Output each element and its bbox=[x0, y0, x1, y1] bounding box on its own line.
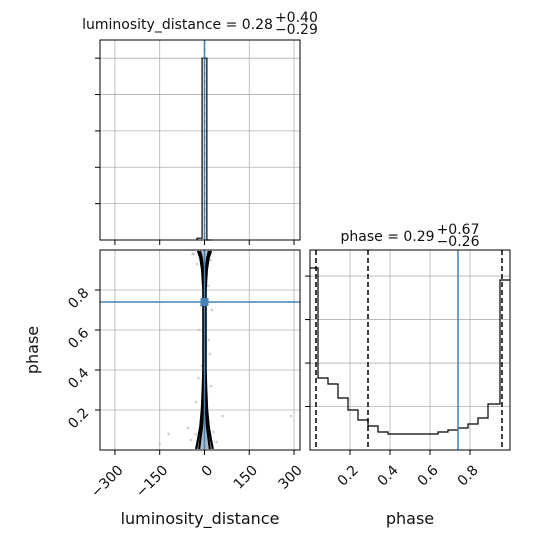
p1-title-main: luminosity_distance = 0.28 bbox=[82, 17, 273, 33]
p3-title-plus: +0.67 bbox=[437, 222, 480, 238]
p3-title: phase = 0.29 +0.67−0.26 bbox=[341, 222, 480, 250]
p2-sample-point-24 bbox=[208, 352, 212, 356]
p3-histogram-bin-0 bbox=[310, 268, 318, 450]
p2-ytick-label-3: 0.8 bbox=[65, 285, 92, 312]
p3-histogram-bin-8 bbox=[388, 434, 398, 450]
p3-histogram-bin-6 bbox=[368, 426, 378, 450]
p2-sample-point-25 bbox=[194, 400, 198, 404]
p2-sample-point-18 bbox=[206, 284, 210, 288]
p3-histogram-bin-7 bbox=[378, 432, 388, 450]
p2-y-axis-title: phase bbox=[23, 326, 42, 374]
p2-xtick-label-4: 300 bbox=[276, 462, 306, 492]
p2-xtick-label-3: 150 bbox=[231, 462, 261, 492]
p1-title: luminosity_distance = 0.28 +0.40−0.29 bbox=[82, 10, 318, 38]
p2-sample-point-13 bbox=[221, 414, 224, 418]
p3-histogram-bin-18 bbox=[488, 404, 500, 450]
p3-histogram-bin-14 bbox=[448, 430, 458, 450]
p2-contour-outer-right bbox=[204, 250, 214, 450]
p3-histogram-bin-16 bbox=[468, 424, 478, 450]
p3-histogram-bin-9 bbox=[398, 434, 408, 450]
p2-x-axis-title: luminosity_distance bbox=[121, 509, 280, 529]
p3-x-axis-title: phase bbox=[386, 509, 434, 528]
p2-frame bbox=[99, 249, 301, 451]
p1-title-minus: −0.29 bbox=[275, 22, 318, 38]
p3-histogram-bin-5 bbox=[358, 420, 368, 450]
p2-sample-point-14 bbox=[186, 426, 190, 430]
p3-histogram-bin-4 bbox=[348, 410, 358, 450]
p2-sample-point-26 bbox=[215, 440, 218, 444]
p2-ytick-label-0: 0.2 bbox=[65, 405, 92, 432]
p3-xtick-label-2: 0.6 bbox=[415, 462, 442, 489]
p2-sample-point-1 bbox=[195, 262, 199, 266]
p3-xtick-label-3: 0.8 bbox=[455, 462, 482, 489]
p3-histogram-bin-15 bbox=[458, 428, 468, 450]
p2-sample-point-27 bbox=[192, 252, 196, 256]
p2-sample-point-20 bbox=[209, 384, 213, 388]
p2-xtick-label-1: −150 bbox=[133, 462, 172, 501]
p3-histogram-bin-12 bbox=[428, 434, 438, 450]
p2-xtick-label-0: −300 bbox=[88, 462, 127, 501]
p3-frame bbox=[309, 249, 511, 451]
p2-truth-marker bbox=[200, 298, 209, 306]
p3-xtick-label-0: 0.2 bbox=[335, 462, 362, 489]
p3-title-minus: −0.26 bbox=[437, 234, 480, 250]
p3-histogram-bin-2 bbox=[328, 384, 338, 450]
p2-sample-point-10 bbox=[212, 430, 215, 434]
p3-title-main: phase = 0.29 bbox=[341, 229, 435, 245]
p3-xtick-label-1: 0.4 bbox=[375, 462, 402, 489]
p2-xtick-label-2: 0 bbox=[199, 462, 217, 480]
p2-sample-point-3 bbox=[209, 258, 212, 262]
p3-histogram-bin-3 bbox=[338, 398, 348, 450]
p3-histogram-bin-11 bbox=[418, 434, 428, 450]
p3-histogram-bin-1 bbox=[318, 378, 328, 450]
p2-sample-point-17 bbox=[289, 414, 293, 418]
p3-histogram-bin-10 bbox=[408, 434, 418, 450]
p2-ytick-label-2: 0.6 bbox=[65, 325, 92, 352]
p2-sample-point-16 bbox=[167, 432, 170, 436]
p1-title-plus: +0.40 bbox=[275, 10, 318, 26]
p2-sample-point-7 bbox=[210, 308, 214, 312]
p2-sample-point-21 bbox=[197, 376, 200, 380]
p2-sample-point-15 bbox=[158, 442, 162, 446]
p3-histogram-bin-17 bbox=[478, 418, 488, 450]
p3-histogram-bin-13 bbox=[438, 432, 448, 450]
p2-sample-point-5 bbox=[197, 328, 201, 332]
p1-frame bbox=[99, 39, 301, 241]
p2-sample-point-11 bbox=[194, 432, 197, 436]
p2-sample-point-4 bbox=[207, 338, 211, 342]
p2-ytick-label-1: 0.4 bbox=[65, 365, 92, 392]
p2-contour-outer-left bbox=[195, 250, 205, 450]
p2-sample-point-12 bbox=[189, 438, 193, 442]
p3-histogram-step bbox=[310, 267, 510, 435]
